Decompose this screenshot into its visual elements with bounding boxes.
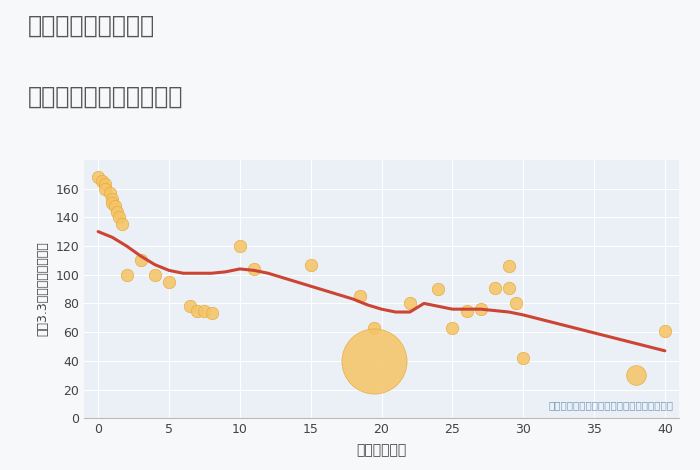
X-axis label: 築年数（年）: 築年数（年）: [356, 443, 407, 457]
Point: [92, 173, 104, 181]
Point: [163, 278, 174, 286]
Point: [369, 324, 380, 332]
Y-axis label: 坪（3.3㎡）単価（万円）: 坪（3.3㎡）単価（万円）: [36, 242, 50, 337]
Point: [404, 300, 415, 307]
Text: 円の大きさは、取引のあった物件面積を示す: 円の大きさは、取引のあった物件面積を示す: [548, 400, 673, 411]
Point: [121, 271, 132, 278]
Text: 愛知県安城市里町の: 愛知県安城市里町の: [28, 14, 155, 38]
Point: [192, 307, 203, 314]
Point: [149, 271, 160, 278]
Point: [114, 213, 125, 221]
Point: [135, 257, 146, 264]
Point: [517, 354, 528, 362]
Point: [503, 262, 514, 270]
Point: [99, 180, 111, 188]
Point: [659, 327, 671, 335]
Point: [199, 307, 210, 314]
Point: [117, 221, 128, 228]
Point: [206, 310, 217, 317]
Point: [185, 303, 196, 310]
Point: [248, 265, 260, 273]
Point: [503, 284, 514, 291]
Point: [97, 178, 108, 185]
Point: [305, 261, 316, 268]
Point: [447, 324, 458, 332]
Point: [234, 242, 246, 250]
Point: [111, 208, 122, 215]
Point: [104, 189, 115, 196]
Point: [369, 357, 380, 365]
Point: [433, 285, 444, 293]
Point: [110, 202, 121, 210]
Point: [631, 371, 642, 379]
Point: [489, 284, 500, 291]
Point: [106, 199, 118, 207]
Point: [99, 185, 111, 192]
Point: [106, 195, 118, 202]
Text: 築年数別中古戸建て価格: 築年数別中古戸建て価格: [28, 85, 183, 109]
Point: [355, 292, 366, 300]
Point: [475, 306, 486, 313]
Point: [510, 300, 522, 307]
Point: [461, 307, 472, 314]
